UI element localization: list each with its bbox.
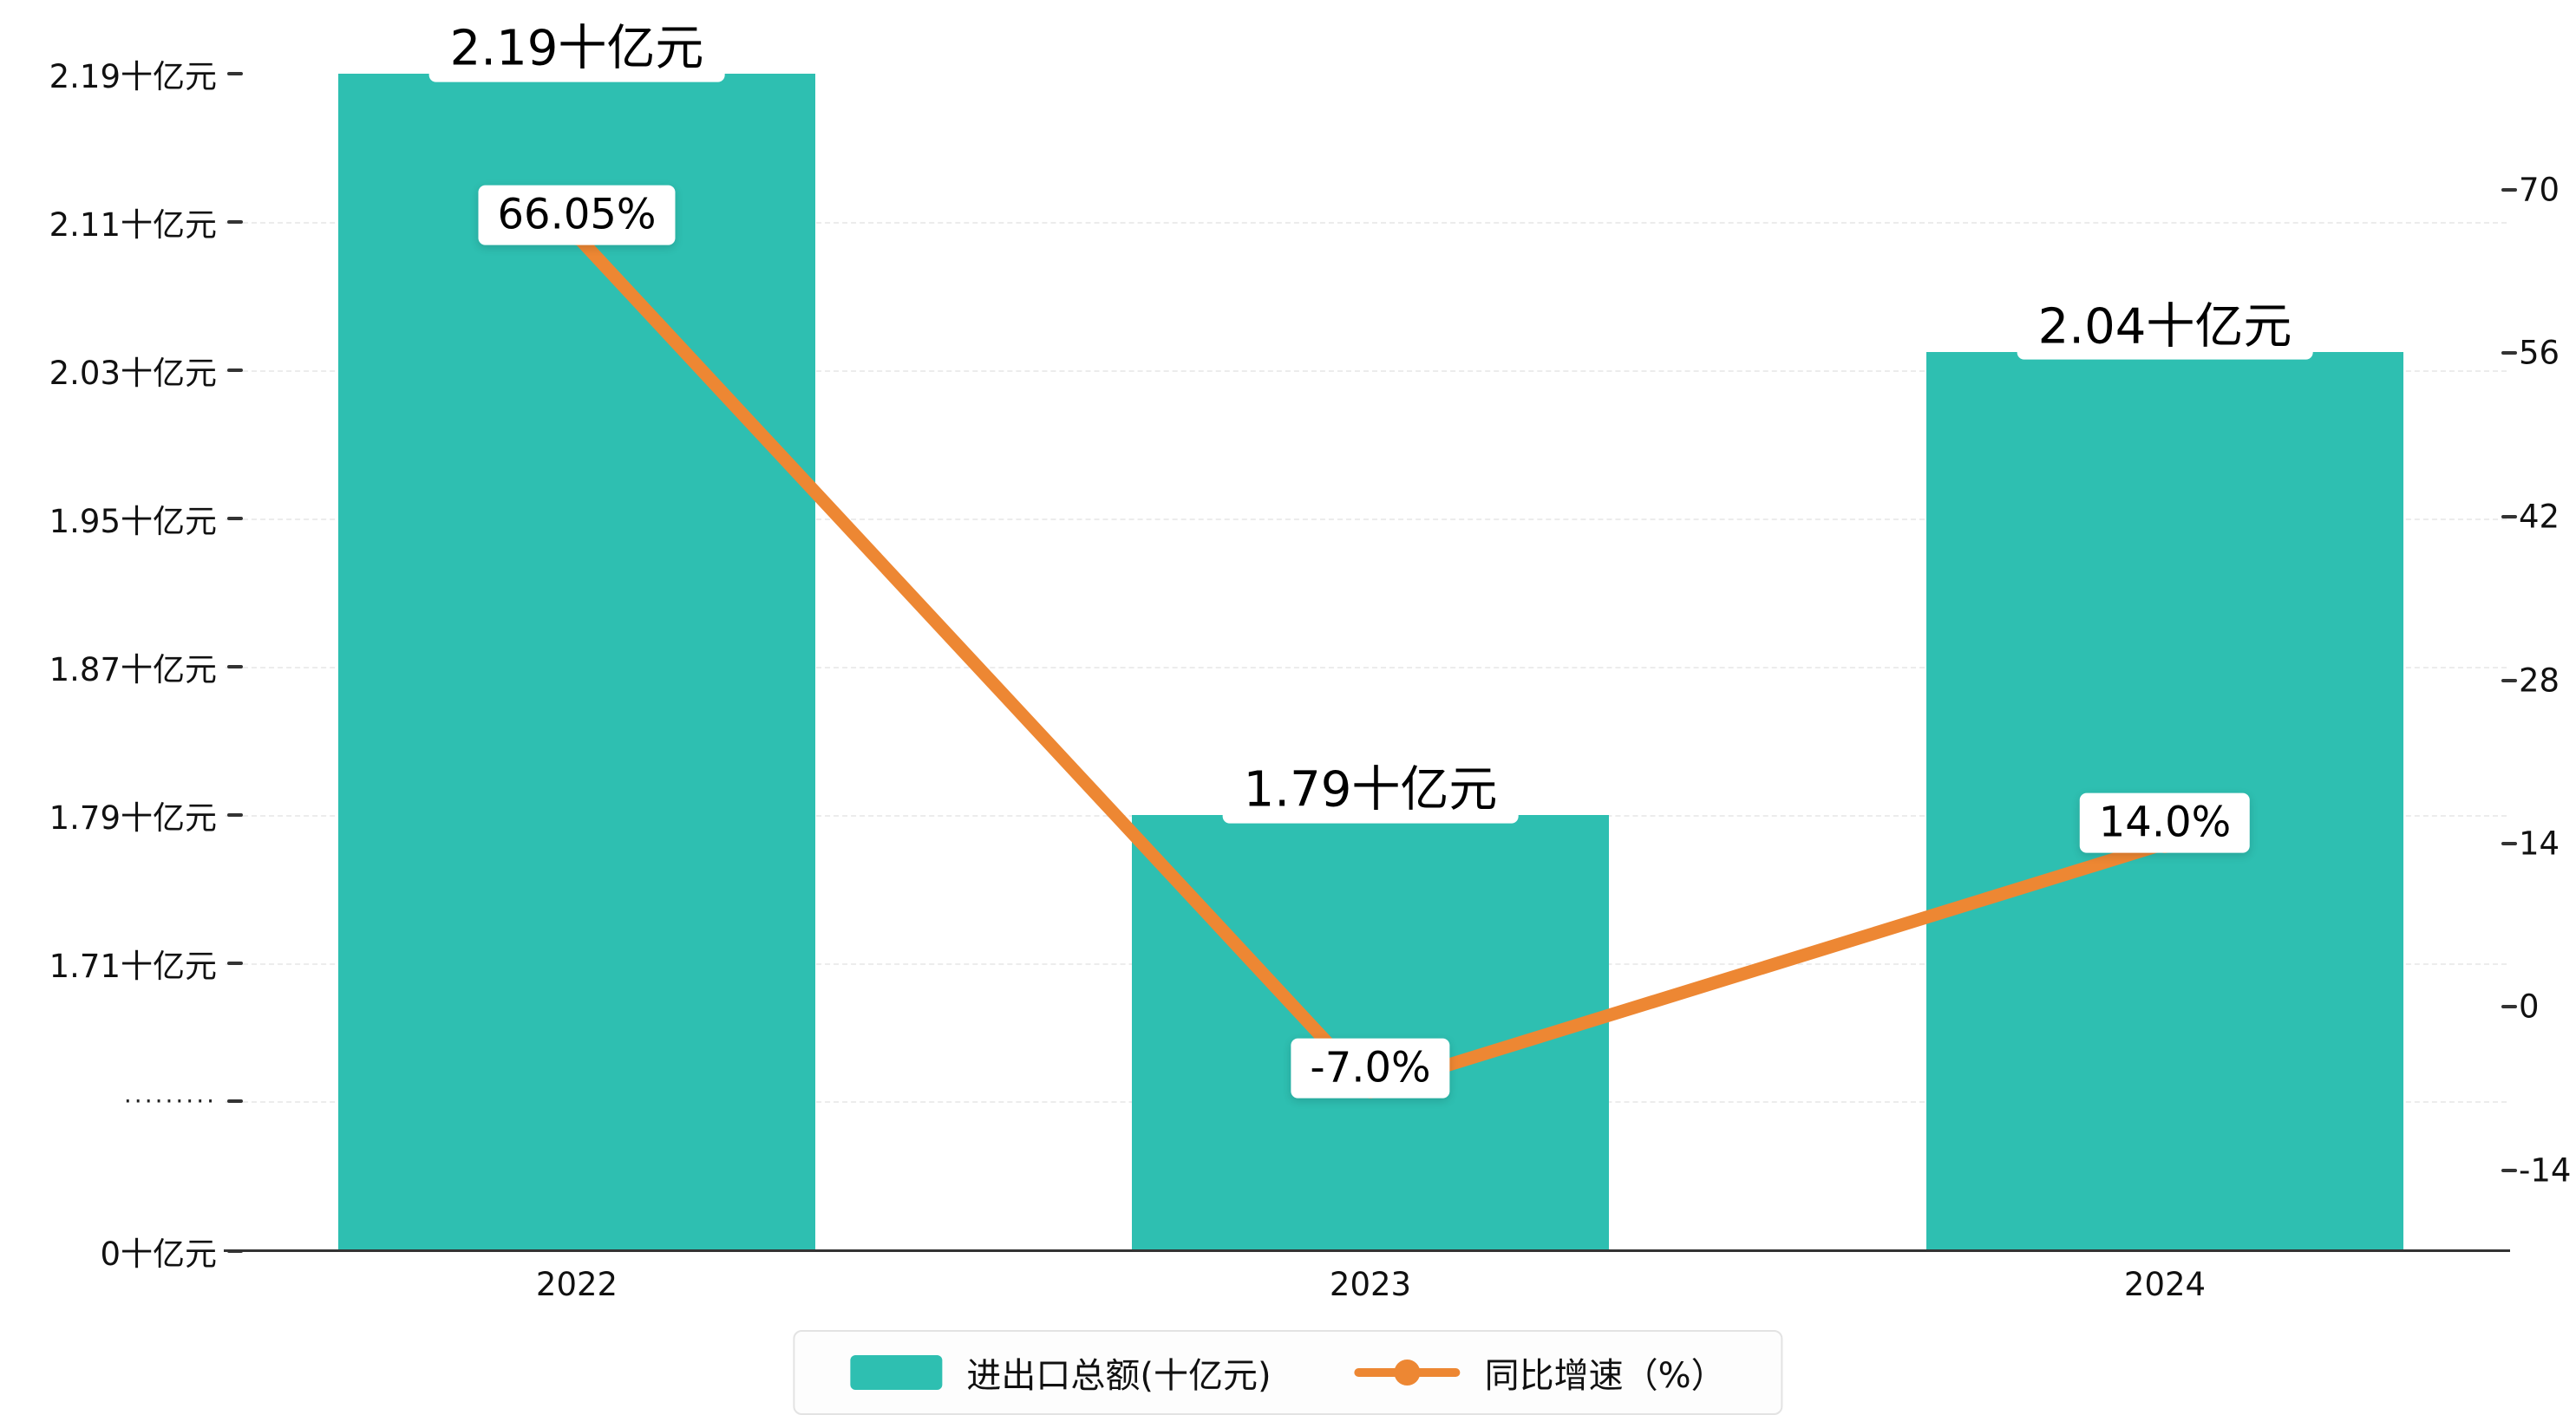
y-axis-left-tick-label: 1.87十亿元	[49, 651, 217, 688]
legend-label-bar-series: 进出口总额(十亿元)	[966, 1356, 1272, 1396]
y-axis-left-tick-label: ·········	[123, 1086, 217, 1116]
y-axis-left-tick-mark	[227, 813, 243, 817]
x-axis-line	[224, 1249, 2510, 1252]
x-axis-label-2024: 2024	[2123, 1266, 2207, 1303]
y-axis-right-tick-mark	[2501, 515, 2517, 518]
line-value-label-2022: 66.05%	[478, 185, 676, 245]
y-axis-left-tick-label: 2.03十亿元	[49, 355, 217, 392]
y-axis-right-tick-label: 70	[2519, 171, 2560, 209]
y-axis-left-tick-mark	[227, 1099, 243, 1103]
y-axis-right-tick-mark	[2501, 351, 2517, 355]
line-value-label-2024: 14.0%	[2079, 792, 2251, 853]
y-axis-right-tick-mark	[2501, 679, 2517, 682]
grid-line	[226, 667, 2507, 668]
y-axis-right-tick-mark	[2501, 188, 2517, 192]
y-axis-left-tick-label: 2.11十亿元	[49, 206, 217, 244]
bar-2023[interactable]	[1132, 815, 1609, 1251]
legend-item-bar-series[interactable]: 进出口总额(十亿元)	[850, 1347, 1272, 1398]
y-axis-left-tick-label: 1.79十亿元	[49, 799, 217, 837]
y-axis-left-tick-label: 0十亿元	[100, 1236, 217, 1273]
bar-value-label-2022: 2.19十亿元	[428, 16, 725, 82]
bar-2022[interactable]	[338, 74, 815, 1251]
y-axis-right-tick-label: 56	[2519, 334, 2560, 372]
legend: 进出口总额(十亿元) 同比增速（%）	[793, 1330, 1783, 1415]
y-axis-left-tick-mark	[227, 220, 243, 224]
x-axis-label-2023: 2023	[1329, 1266, 1412, 1303]
line-value-label-2023: -7.0%	[1291, 1038, 1450, 1099]
y-axis-left-tick-mark	[227, 517, 243, 520]
grid-line	[226, 370, 2507, 372]
line-series-dot-icon	[1394, 1360, 1421, 1386]
y-axis-left-tick-label: 1.95十亿元	[49, 503, 217, 540]
y-axis-left-tick-mark	[227, 1249, 243, 1253]
legend-label-line-series: 同比增速（%）	[1484, 1356, 1726, 1396]
bar-series-swatch	[850, 1355, 943, 1390]
y-axis-left-tick-label: 1.71十亿元	[49, 948, 217, 985]
y-axis-left-tick-label: 2.19十亿元	[49, 58, 217, 95]
y-axis-right-tick-label: 28	[2519, 662, 2560, 700]
y-axis-right-tick-label: 14	[2519, 825, 2560, 863]
x-axis-label-2022: 2022	[535, 1266, 618, 1303]
line-series-swatch	[1354, 1360, 1461, 1386]
grid-line	[226, 518, 2507, 520]
y-axis-left-tick-mark	[227, 962, 243, 965]
grid-line	[226, 222, 2507, 224]
y-axis-right-tick-label: 42	[2519, 498, 2560, 536]
y-axis-left-tick-mark	[227, 665, 243, 668]
y-axis-right-tick-mark	[2501, 1005, 2517, 1008]
y-axis-right-tick-mark	[2501, 1169, 2517, 1172]
bar-value-label-2023: 1.79十亿元	[1222, 758, 1519, 824]
legend-item-line-series[interactable]: 同比增速（%）	[1354, 1347, 1726, 1398]
bar-value-label-2024: 2.04十亿元	[2017, 295, 2313, 360]
y-axis-right-tick-mark	[2501, 842, 2517, 845]
y-axis-right-tick-label: 0	[2519, 988, 2540, 1026]
y-axis-left-tick-mark	[227, 368, 243, 372]
y-axis-left-tick-mark	[227, 72, 243, 75]
y-axis-right-tick-label: -14	[2519, 1151, 2572, 1190]
